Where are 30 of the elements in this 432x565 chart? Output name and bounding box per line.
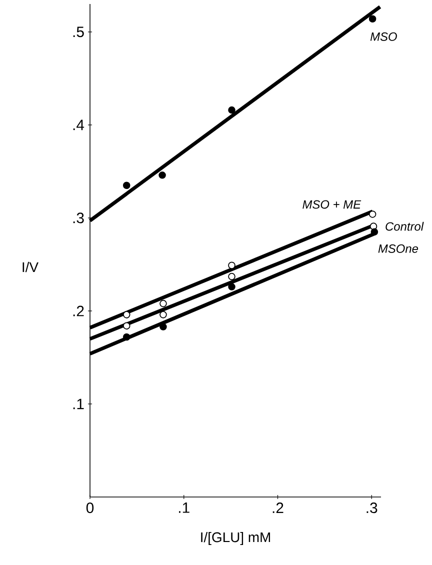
point bbox=[370, 228, 378, 236]
y-tick-label: .3 bbox=[73, 212, 84, 224]
x-tick-label: .1 bbox=[179, 502, 190, 513]
point bbox=[228, 106, 236, 114]
y-tick-label: .2 bbox=[73, 306, 84, 316]
point bbox=[122, 311, 130, 318]
series-label: MSOne bbox=[378, 244, 418, 253]
point bbox=[122, 322, 130, 330]
point bbox=[122, 333, 130, 341]
point bbox=[228, 272, 236, 280]
y-tick-label: .5 bbox=[73, 26, 84, 38]
point bbox=[158, 172, 166, 179]
point bbox=[228, 283, 236, 290]
y-axis-title: I/V bbox=[22, 262, 38, 272]
x-tick-label: .2 bbox=[272, 502, 284, 513]
point bbox=[122, 182, 130, 190]
series-label: Control bbox=[386, 222, 424, 231]
series-label: MSO bbox=[370, 32, 397, 41]
x-axis-title: I/[GLU] mM bbox=[201, 532, 270, 545]
point bbox=[368, 15, 376, 23]
point bbox=[368, 210, 376, 218]
series-label: MSO + ME bbox=[302, 200, 362, 209]
x-tick-label: 0 bbox=[86, 502, 94, 514]
point bbox=[160, 323, 167, 330]
point bbox=[228, 262, 236, 270]
y-tick-label: .1 bbox=[73, 398, 84, 410]
point bbox=[160, 300, 167, 308]
point bbox=[160, 311, 167, 318]
x-tick-label: .3 bbox=[366, 502, 378, 514]
y-tick-label: .4 bbox=[73, 120, 84, 130]
